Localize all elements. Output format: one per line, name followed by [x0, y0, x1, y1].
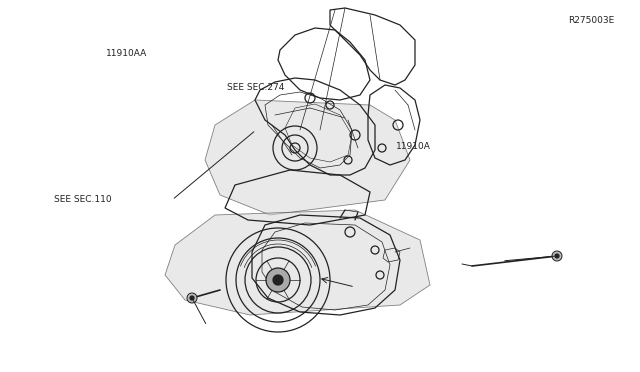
- Circle shape: [555, 254, 559, 258]
- Circle shape: [190, 296, 194, 300]
- Text: R275003E: R275003E: [568, 16, 614, 25]
- Text: SEE SEC.274: SEE SEC.274: [227, 83, 285, 92]
- Text: 11910AA: 11910AA: [106, 49, 147, 58]
- Circle shape: [266, 268, 290, 292]
- Polygon shape: [205, 100, 410, 215]
- Text: SEE SEC.110: SEE SEC.110: [54, 195, 112, 203]
- Polygon shape: [165, 210, 430, 315]
- Text: 11910A: 11910A: [396, 142, 430, 151]
- Circle shape: [552, 251, 562, 261]
- Circle shape: [273, 275, 283, 285]
- Circle shape: [187, 293, 197, 303]
